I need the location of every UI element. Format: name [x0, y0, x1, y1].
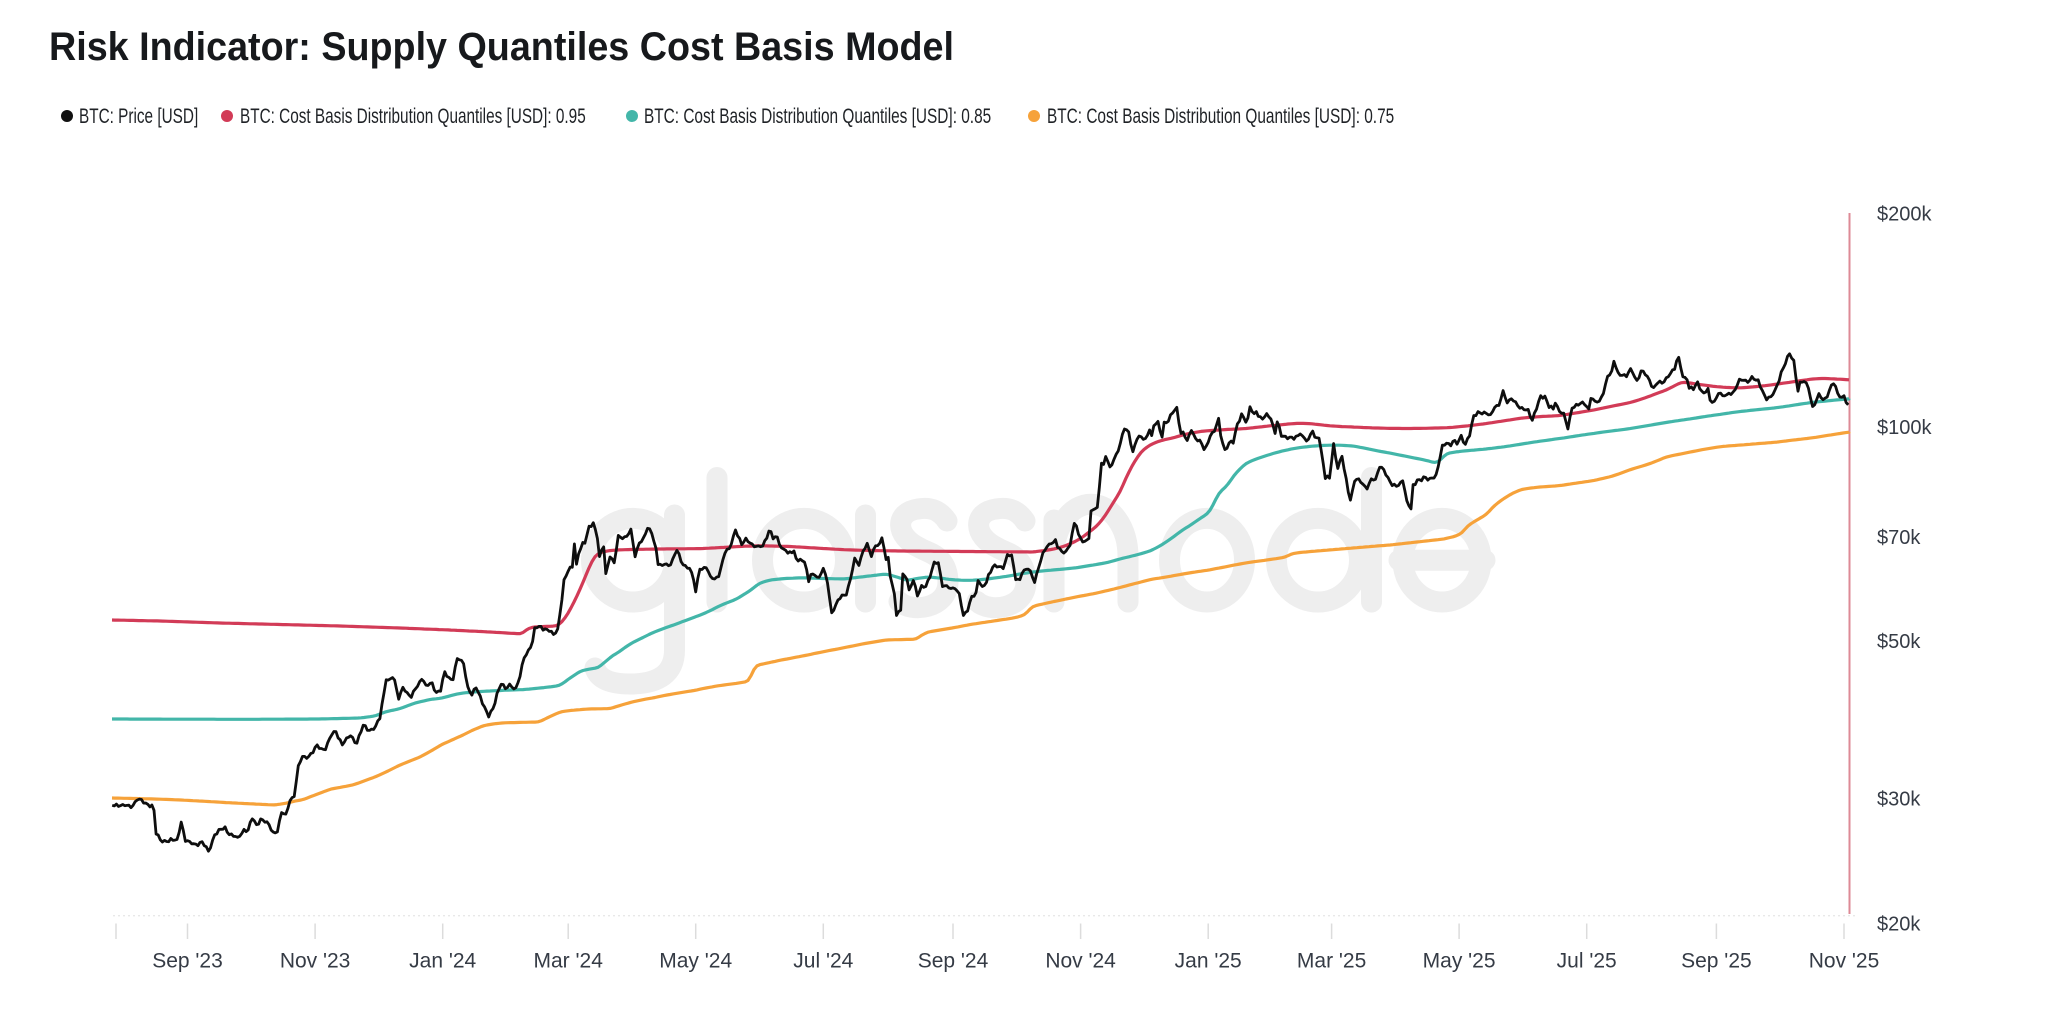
svg-text:May '24: May '24 — [659, 950, 732, 973]
svg-text:Jan '24: Jan '24 — [409, 950, 476, 973]
svg-text:$50k: $50k — [1877, 631, 1921, 653]
svg-text:Mar '25: Mar '25 — [1297, 950, 1366, 973]
svg-text:Jul '24: Jul '24 — [793, 950, 853, 973]
svg-text:Nov '24: Nov '24 — [1045, 950, 1116, 973]
svg-text:Sep '23: Sep '23 — [152, 950, 223, 973]
svg-text:Nov '23: Nov '23 — [280, 950, 351, 973]
svg-text:$100k: $100k — [1877, 417, 1932, 439]
svg-text:Sep '25: Sep '25 — [1681, 950, 1752, 973]
svg-text:May '25: May '25 — [1423, 950, 1496, 973]
svg-text:Mar '24: Mar '24 — [534, 950, 604, 973]
svg-text:Sep '24: Sep '24 — [918, 950, 989, 973]
svg-text:$70k: $70k — [1877, 527, 1921, 549]
svg-text:$30k: $30k — [1877, 788, 1921, 810]
svg-text:Nov '25: Nov '25 — [1809, 950, 1880, 973]
svg-text:Jan '25: Jan '25 — [1175, 950, 1242, 973]
svg-text:$20k: $20k — [1877, 914, 1921, 936]
svg-text:$200k: $200k — [1877, 204, 1932, 226]
svg-text:Jul '25: Jul '25 — [1557, 950, 1617, 973]
